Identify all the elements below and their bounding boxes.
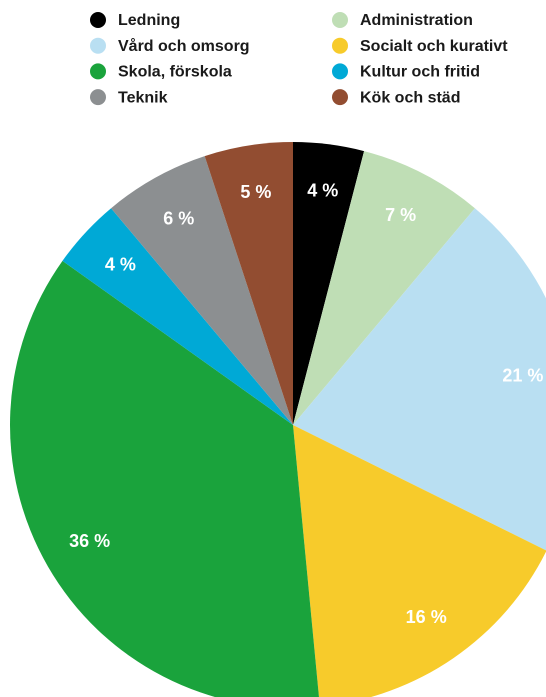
- legend-swatch: [90, 63, 106, 80]
- pie-slice: [293, 151, 475, 426]
- legend-swatch: [332, 37, 348, 54]
- legend-label: Teknik: [118, 89, 168, 106]
- legend-swatch: [332, 12, 348, 28]
- legend-swatch: [90, 37, 106, 54]
- pie-slice: [204, 142, 293, 425]
- legend-label: Vård och omsorg: [118, 37, 250, 55]
- slice-label: 36 %: [69, 531, 110, 551]
- slice-label: 4 %: [105, 254, 136, 274]
- slice-label: 4 %: [307, 181, 338, 201]
- legend-label: Socialt och kurativt: [360, 38, 508, 55]
- legend-swatch: [332, 89, 348, 106]
- legend-swatch: [90, 89, 106, 106]
- legend-swatch: [90, 12, 106, 28]
- pie-slice: [293, 208, 546, 551]
- slice-label: 5 %: [240, 182, 271, 202]
- slice-label: 16 %: [406, 607, 447, 627]
- pie-slice: [10, 260, 319, 697]
- legend-label: Kök och städ: [360, 89, 460, 106]
- pie-slice: [293, 425, 546, 697]
- slice-label: 7 %: [385, 205, 416, 225]
- pie-slice: [62, 208, 293, 425]
- legend-label: Administration: [360, 12, 473, 29]
- pie-slice: [293, 142, 365, 425]
- legend-swatch: [332, 63, 348, 80]
- slice-label: 6 %: [163, 208, 194, 228]
- pie-slice: [111, 156, 293, 425]
- legend-label: Ledning: [118, 12, 180, 29]
- slice-label: 21 %: [502, 366, 543, 386]
- legend-label: Kultur och fritid: [360, 64, 480, 81]
- legend-label: Skola, förskola: [118, 64, 232, 81]
